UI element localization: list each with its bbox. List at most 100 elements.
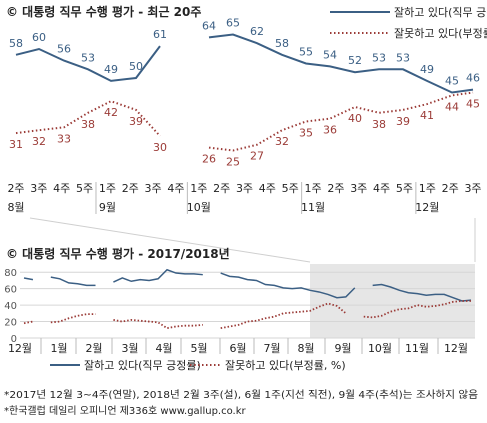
top-disapprove-label: 31 xyxy=(9,138,23,151)
bottom-chart-plot xyxy=(23,268,472,330)
bottom-y-tick-label: 60 xyxy=(4,285,17,296)
bottom-legend-approve-label: 잘하고 있다(직무 긍정률) xyxy=(84,358,201,372)
top-x-tick-label: 1주 xyxy=(99,182,116,195)
top-chart-x-axis: 2주 3주 4주 5주 1주 2주 3주 4주 1주 2주 3주 4주 5주 1주 2주 3주 4주 5주 1주 2주… xyxy=(7,182,482,214)
bottom-legend: 잘하고 있다(직무 긍정률) 잘못하고 있다(부정률, %) xyxy=(50,358,346,372)
bottom-x-tick-label: 7월 xyxy=(263,342,280,355)
bottom-chart-axes: 0 20 40 60 80 12월 1월 2월 3월 4월 5월 6월 7월 8월 9월 10월 11월 12월 xyxy=(4,268,468,355)
top-approve-label: 61 xyxy=(153,28,167,41)
bottom-y-tick-label: 80 xyxy=(4,268,17,279)
bottom-y-tick-label: 0 xyxy=(11,334,17,345)
bottom-x-tick-label: 2월 xyxy=(85,342,102,355)
top-approve-label: 54 xyxy=(323,48,337,61)
top-approve-label: 53 xyxy=(372,51,386,64)
top-x-tick-label: 5주 xyxy=(282,182,299,195)
top-x-tick-label: 3주 xyxy=(236,182,253,195)
top-disapprove-label: 33 xyxy=(57,132,71,145)
bottom-x-tick-label: 11월 xyxy=(405,342,429,355)
top-approve-label: 58 xyxy=(275,37,289,50)
top-approve-label: 58 xyxy=(9,37,23,50)
top-x-tick-label: 2주 xyxy=(442,182,459,195)
top-x-tick-label: 5주 xyxy=(396,182,413,195)
top-disapprove-label: 26 xyxy=(202,153,216,166)
top-chart-plot: 58 60 56 53 49 50 61 64 65 62 58 55 54 52 53 53 49 45 46 31… xyxy=(9,17,480,169)
top-x-tick-label: 3주 xyxy=(30,182,47,195)
bottom-approve-line-segment xyxy=(23,277,34,281)
bottom-y-tick-label: 20 xyxy=(4,318,17,329)
top-disapprove-label: 42 xyxy=(104,106,118,119)
top-disapprove-label: 38 xyxy=(81,118,95,131)
top-x-tick-label: 2주 xyxy=(213,182,230,195)
top-disapprove-line-segment xyxy=(15,100,161,137)
zoom-connector-left xyxy=(29,217,311,263)
top-approve-label: 52 xyxy=(348,54,362,67)
bottom-chart-title: © 대통령 직무 수행 평가 - 2017/2018년 xyxy=(6,246,230,261)
bottom-x-tick-label: 1월 xyxy=(50,342,67,355)
top-x-tick-label: 3주 xyxy=(350,182,367,195)
top-x-tick-label: 1주 xyxy=(419,182,436,195)
top-disapprove-label: 40 xyxy=(348,112,362,125)
top-x-month-label: 8월 xyxy=(7,201,24,214)
bottom-x-tick-label: 9월 xyxy=(334,342,351,355)
legend-approve-label: 잘하고 있다(직무 긍정률) xyxy=(394,5,487,19)
top-approve-label: 60 xyxy=(32,31,46,44)
bottom-legend-disapprove-label: 잘못하고 있다(부정률, %) xyxy=(225,358,346,372)
top-disapprove-label: 25 xyxy=(226,156,240,169)
bottom-disapprove-line-segment xyxy=(220,302,347,330)
top-x-tick-label: 2주 xyxy=(122,182,139,195)
top-disapprove-label: 35 xyxy=(299,127,313,140)
top-approve-label: 50 xyxy=(129,60,143,73)
top-disapprove-label: 32 xyxy=(32,135,46,148)
top-x-tick-label: 4주 xyxy=(373,182,390,195)
top-legend: 잘하고 있다(직무 긍정률) 잘못하고 있다(부정률, %) xyxy=(330,5,487,40)
top-x-tick-label: 4주 xyxy=(167,182,184,195)
bottom-approve-line-segment xyxy=(220,272,356,299)
top-x-tick-label: 5주 xyxy=(76,182,93,195)
legend-disapprove-label: 잘못하고 있다(부정률, %) xyxy=(394,26,487,40)
top-disapprove-label: 38 xyxy=(372,118,386,131)
bottom-disapprove-line-segment xyxy=(113,319,203,330)
top-approve-label: 64 xyxy=(202,19,216,32)
top-approve-label: 65 xyxy=(226,17,240,30)
footnote-source: *한국갤럽 데일리 오피니언 제336호 www.gallup.co.kr xyxy=(4,405,247,417)
footnote-survey-gaps: *2017년 12월 3~4주(연말), 2018년 2월 3주(설), 6월 … xyxy=(4,388,478,401)
top-x-month-label: 12월 xyxy=(415,201,439,214)
top-x-tick-label: 4주 xyxy=(259,182,276,195)
top-approve-line-segment xyxy=(15,45,161,82)
top-approve-label: 49 xyxy=(420,63,434,76)
top-disapprove-label: 30 xyxy=(153,141,167,154)
bottom-x-tick-label: 6월 xyxy=(229,342,246,355)
bottom-x-tick-label: 5월 xyxy=(190,342,207,355)
top-x-month-label: 10월 xyxy=(187,201,211,214)
bottom-x-tick-label: 12월 xyxy=(8,342,32,355)
bottom-approve-line-segment xyxy=(372,283,472,302)
top-chart-title: © 대통령 직무 수행 평가 - 최근 20주 xyxy=(6,4,201,19)
top-disapprove-line-segment xyxy=(208,91,474,152)
bottom-disapprove-line-segment xyxy=(23,320,34,325)
top-x-month-label: 9월 xyxy=(99,201,116,214)
top-disapprove-label: 44 xyxy=(445,100,459,113)
top-approve-label: 46 xyxy=(466,72,480,85)
bottom-disapprove-line-segment xyxy=(50,313,96,324)
bottom-x-tick-label: 4월 xyxy=(155,342,172,355)
top-approve-line-segment xyxy=(208,33,474,94)
top-disapprove-label: 36 xyxy=(323,124,337,137)
bottom-x-tick-label: 10월 xyxy=(368,342,392,355)
top-disapprove-label: 32 xyxy=(275,135,289,148)
bottom-approve-line-segment xyxy=(50,276,96,287)
top-x-tick-label: 3주 xyxy=(464,182,481,195)
top-disapprove-label: 45 xyxy=(466,98,480,111)
top-x-tick-label: 3주 xyxy=(145,182,162,195)
top-approve-label: 53 xyxy=(81,51,95,64)
top-disapprove-label: 39 xyxy=(129,115,143,128)
top-x-tick-label: 1주 xyxy=(304,182,321,195)
bottom-disapprove-line-segment xyxy=(363,300,471,319)
top-approve-label: 55 xyxy=(299,46,313,59)
bottom-x-tick-label: 8월 xyxy=(297,342,314,355)
top-approve-label: 49 xyxy=(104,63,118,76)
top-approve-label: 53 xyxy=(396,51,410,64)
top-x-month-label: 11월 xyxy=(301,201,325,214)
bottom-y-tick-label: 40 xyxy=(4,301,17,312)
bottom-x-tick-label: 3월 xyxy=(121,342,138,355)
top-approve-label: 62 xyxy=(250,25,264,38)
